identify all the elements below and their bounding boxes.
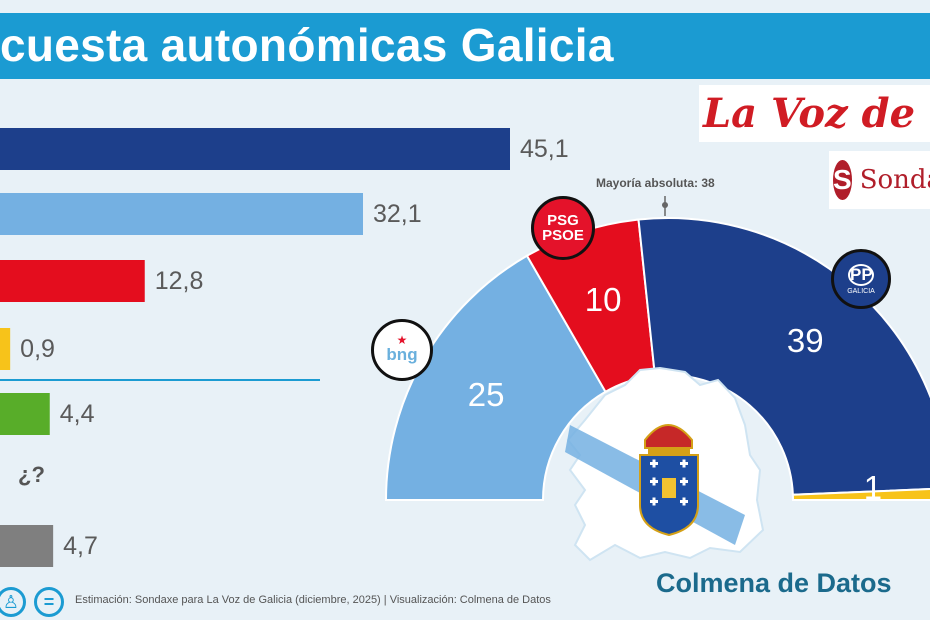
sondaxe-logo-text: Sondaxe (859, 165, 930, 195)
hemicycle-segment-3 (791, 488, 930, 501)
bar-value-label-2: 12,8 (154, 267, 204, 295)
bar-4 (0, 393, 50, 435)
bar-3 (0, 328, 11, 370)
bar-value-label-6: 4,7 (63, 532, 98, 560)
bar-2 (0, 260, 145, 302)
title-bar (0, 13, 930, 79)
seat-label-2: 39 (786, 322, 824, 360)
seat-label-1: 10 (584, 281, 622, 319)
pp-logo: PP GALICIA (831, 249, 891, 309)
majority-label: Mayoría absoluta: 38 (596, 176, 715, 190)
bar-value-label-1: 32,1 (372, 200, 422, 228)
majority-marker-dot (662, 202, 668, 208)
bar-0 (0, 128, 510, 170)
bar-chart (0, 128, 510, 567)
bng-logo: ★ bng (371, 319, 433, 381)
star-icon: ★ (396, 333, 408, 347)
bar-value-label-unknown: ¿? (18, 462, 45, 487)
psoe-logo-line1: PSG (547, 212, 579, 229)
bar-1 (0, 193, 363, 235)
coat-of-arms-icon (639, 424, 699, 537)
bar-6 (0, 525, 54, 567)
page-title: cuesta autonómicas Galicia (0, 19, 614, 71)
bar-value-label-4: 4,4 (59, 400, 95, 428)
equals-icon: = (34, 587, 64, 617)
pp-logo-sub: GALICIA (847, 287, 875, 295)
la-voz-logo-text: La Voz de Galicia (703, 90, 930, 137)
psoe-logo-line2: PSOE (542, 227, 584, 244)
psoe-logo: PSG PSOE (531, 196, 595, 260)
hemicycle-chart (384, 217, 930, 501)
person-icon: ♙ (0, 587, 26, 617)
bng-logo-text: bng (386, 345, 418, 364)
bar-value-label-3: 0,9 (20, 335, 55, 363)
brand-name: Colmena de Datos (656, 568, 892, 598)
bar-value-label-0: 45,1 (520, 135, 569, 163)
seat-label-0: 25 (467, 376, 505, 413)
source-footer: Estimación: Sondaxe para La Voz de Galic… (75, 594, 551, 606)
pp-logo-text: PP (848, 263, 874, 286)
hemicycle-segment-0 (384, 254, 607, 501)
sondaxe-mark-icon: S (833, 160, 852, 200)
seat-label-3: 1 (863, 468, 883, 506)
sondaxe-logo: S Sondaxe (829, 151, 930, 209)
la-voz-logo: La Voz de Galicia (699, 85, 930, 142)
